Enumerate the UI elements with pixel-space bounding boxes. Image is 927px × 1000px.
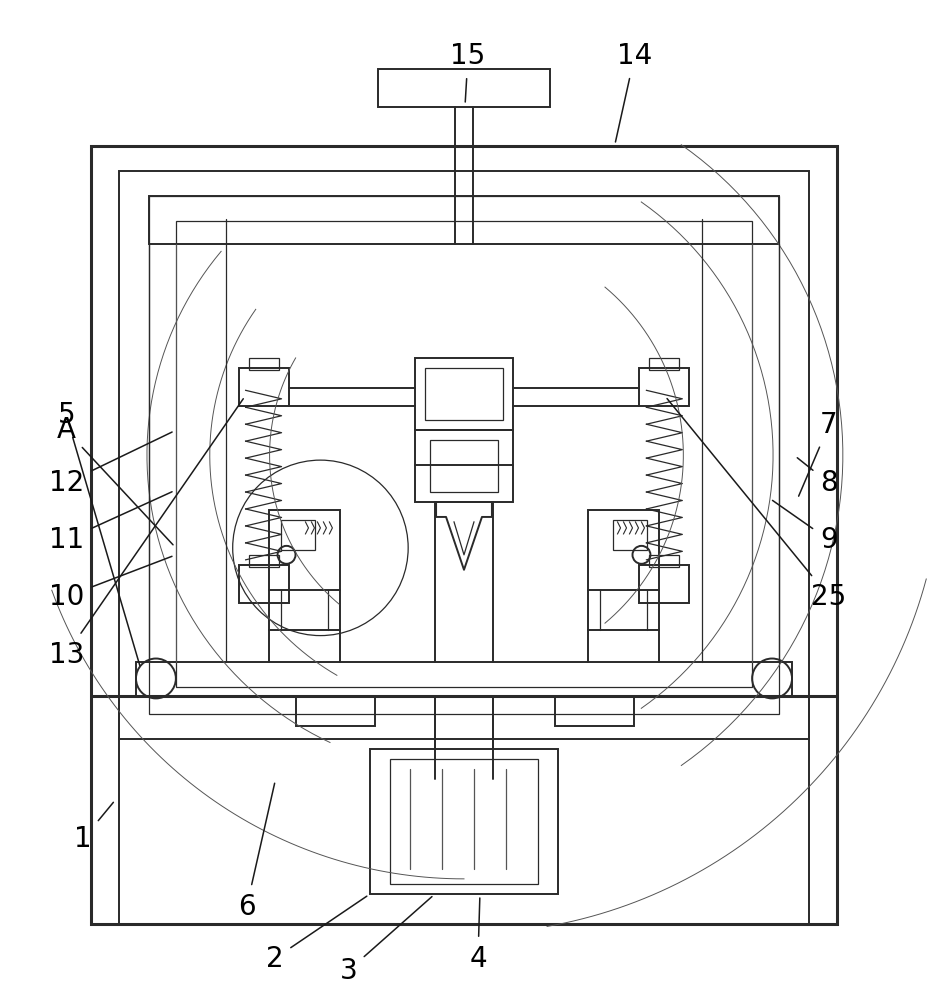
Text: 1: 1 — [74, 802, 113, 853]
Bar — [389, 759, 538, 884]
Text: 14: 14 — [615, 42, 652, 142]
Bar — [176, 221, 751, 687]
Bar — [587, 510, 659, 590]
Text: 6: 6 — [237, 783, 274, 921]
Text: 10: 10 — [48, 556, 171, 611]
Text: 15: 15 — [450, 42, 485, 102]
Bar — [91, 146, 836, 924]
Bar — [414, 358, 513, 430]
Bar — [149, 196, 778, 714]
Text: 9: 9 — [771, 500, 837, 554]
Bar — [639, 565, 689, 603]
Bar — [639, 368, 689, 406]
Bar — [280, 520, 315, 550]
Bar — [149, 196, 778, 244]
Bar — [238, 565, 288, 603]
Text: 4: 4 — [469, 898, 487, 973]
Bar — [119, 171, 808, 739]
Bar — [136, 662, 791, 696]
Bar — [649, 555, 679, 567]
Text: 2: 2 — [265, 896, 366, 973]
Text: 7: 7 — [798, 411, 837, 496]
Text: 8: 8 — [796, 458, 837, 497]
Text: A: A — [57, 416, 172, 545]
Bar — [119, 696, 808, 924]
Text: 12: 12 — [48, 432, 171, 497]
Bar — [370, 749, 557, 894]
Bar — [268, 510, 340, 590]
Bar — [425, 368, 502, 420]
Bar — [554, 696, 634, 726]
Text: 25: 25 — [667, 399, 845, 611]
Text: 11: 11 — [48, 492, 171, 554]
Text: 13: 13 — [48, 399, 243, 669]
Bar — [238, 368, 288, 406]
Bar — [378, 69, 549, 107]
Bar — [414, 430, 513, 502]
Bar — [295, 696, 375, 726]
Bar — [649, 358, 679, 370]
Bar — [248, 358, 278, 370]
Bar — [429, 440, 498, 492]
Text: 5: 5 — [57, 401, 140, 665]
Text: 3: 3 — [339, 897, 431, 985]
Bar — [248, 555, 278, 567]
Bar — [612, 520, 647, 550]
